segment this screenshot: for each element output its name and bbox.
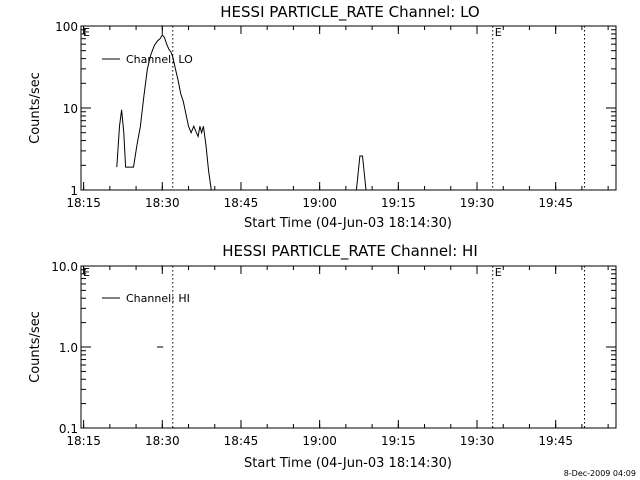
y-tick-label-lo-1: 10: [63, 102, 78, 116]
x-tick-label-lo-2: 18:45: [224, 196, 259, 210]
legend-lo: Channel: LO: [102, 53, 193, 66]
x-tick-label-lo-0: 18:15: [66, 196, 101, 210]
x-tick-label-lo-3: 19:00: [302, 196, 337, 210]
x-axis-label-hi: Start Time (04-Jun-03 18:14:30): [244, 456, 452, 471]
x-tick-label-hi-6: 19:45: [538, 434, 573, 448]
y-tick-label-hi-2: 10.0: [51, 260, 78, 274]
x-tick-label-hi-3: 19:00: [302, 434, 337, 448]
legend-entry-lo: Channel: LO: [126, 53, 193, 66]
x-tick-label-hi-0: 18:15: [66, 434, 101, 448]
y-axis-label-lo: Counts/sec: [28, 72, 43, 144]
panel-hi: HESSI PARTICLE_RATE Channel: HI Start Ti…: [28, 242, 617, 471]
x-ticks-lo: 18:15 18:30 18:45 19:00 19:15 19:30 19:45: [66, 26, 609, 210]
series-line-lo-0-0: [116, 33, 212, 191]
marker-label-lo-2: E: [495, 26, 502, 39]
x-tick-label-lo-5: 19:30: [460, 196, 495, 210]
legend-entry-hi: Channel: HI: [126, 292, 190, 305]
y-tick-label-hi-1: 1.0: [59, 341, 78, 355]
x-tick-label-lo-4: 19:15: [381, 196, 416, 210]
y-tick-label-lo-0: 1: [70, 184, 78, 198]
plot-frame-lo: [80, 25, 617, 191]
marker-label-lo-0: E: [83, 26, 90, 39]
y-ticks-hi: 0.1 1.0 10.0: [51, 260, 616, 436]
series-line-lo-0-1: [355, 155, 367, 191]
x-tick-label-lo-6: 19:45: [538, 196, 573, 210]
legend-hi: Channel: HI: [102, 292, 190, 305]
chart-title-lo: HESSI PARTICLE_RATE Channel: LO: [220, 3, 479, 22]
x-tick-label-hi-5: 19:30: [460, 434, 495, 448]
panel-lo: HESSI PARTICLE_RATE Channel: LO Start Ti…: [28, 3, 617, 231]
y-axis-label-hi: Counts/sec: [28, 311, 43, 383]
marker-label-hi-0: E: [83, 266, 90, 279]
chart-title-hi: HESSI PARTICLE_RATE Channel: HI: [222, 242, 478, 261]
x-tick-label-hi-2: 18:45: [224, 434, 259, 448]
x-tick-label-hi-4: 19:15: [381, 434, 416, 448]
y-ticks-lo: 1 10 100: [55, 20, 616, 198]
x-ticks-hi: 18:15 18:30 18:45 19:00 19:15 19:30 19:45: [66, 266, 609, 448]
marker-label-hi-2: E: [495, 266, 502, 279]
x-tick-label-hi-1: 18:30: [145, 434, 180, 448]
y-tick-label-lo-2: 100: [55, 20, 78, 34]
series-lo: [116, 33, 367, 191]
x-tick-label-lo-1: 18:30: [145, 196, 180, 210]
x-axis-label-lo: Start Time (04-Jun-03 18:14:30): [244, 216, 452, 231]
y-tick-label-hi-0: 0.1: [59, 422, 78, 436]
date-stamp: 8-Dec-2009 04:09: [564, 469, 636, 478]
